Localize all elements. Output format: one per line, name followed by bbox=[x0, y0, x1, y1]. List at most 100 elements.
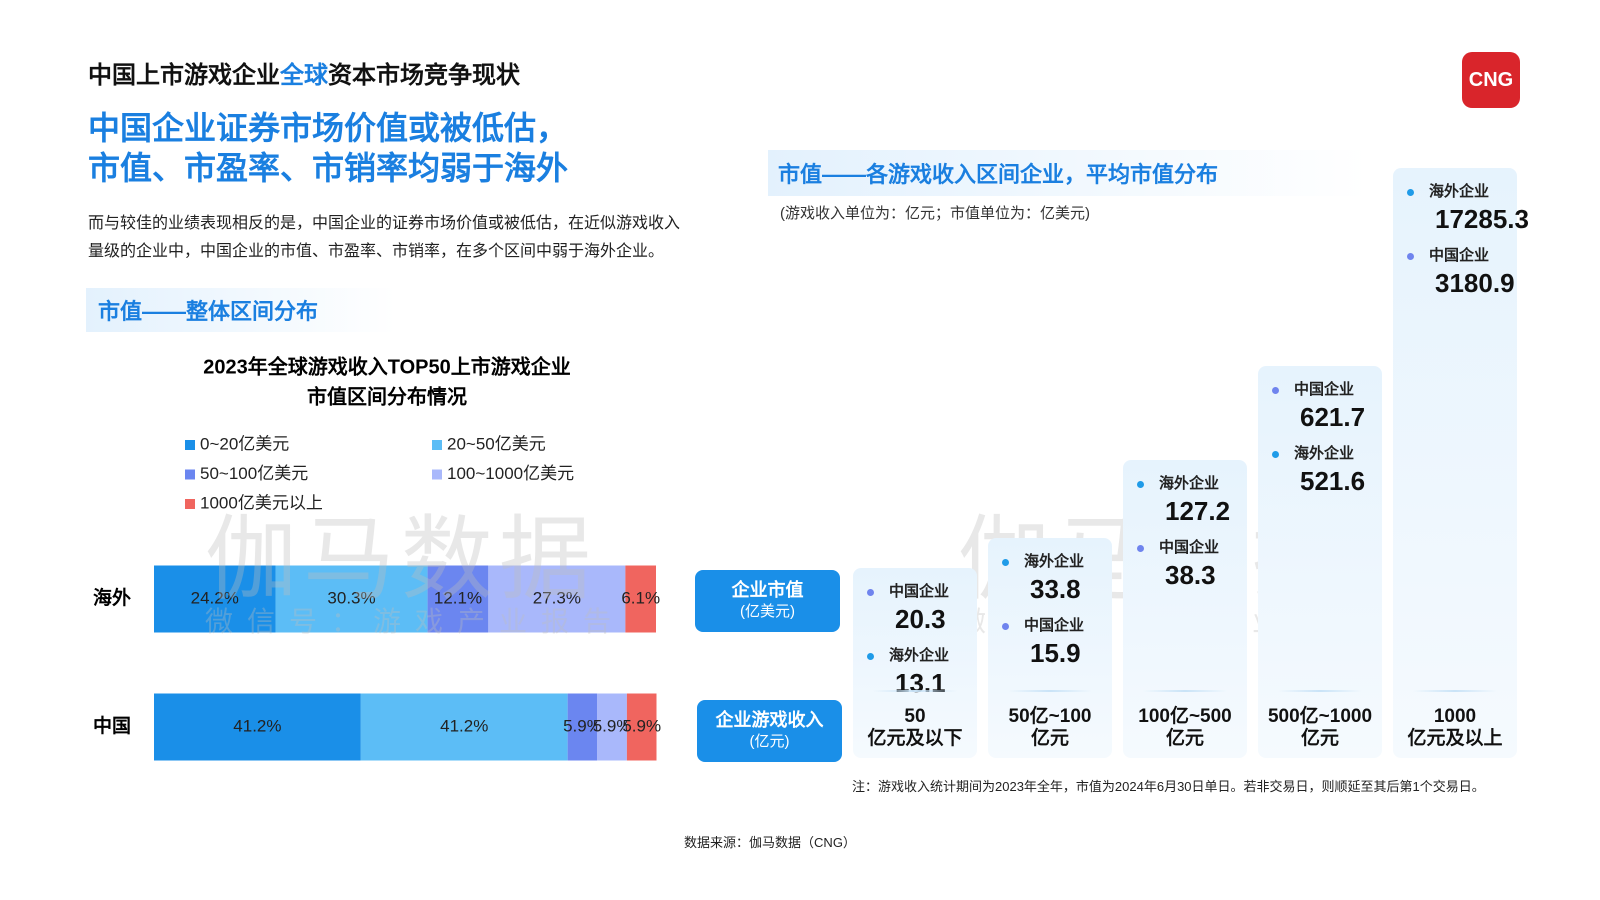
headline-line: 市值、市盈率、市销率均弱于海外 bbox=[88, 150, 569, 186]
card-entry: 海外企业 13.1 bbox=[867, 646, 977, 700]
legend-dot bbox=[1272, 386, 1279, 394]
bar-segment bbox=[154, 565, 276, 633]
card-entry: 海外企业 521.6 bbox=[1272, 444, 1382, 498]
row-title: 企业市值 (亿美元) bbox=[695, 570, 840, 632]
legend-label: 100~1000亿美元 bbox=[447, 464, 574, 483]
card-entry: 中国企业 15.9 bbox=[1002, 616, 1112, 670]
category-label: 100亿~500 亿元 bbox=[1138, 705, 1232, 749]
value-label: 3180.9 bbox=[1435, 268, 1515, 299]
category-label: 50 亿元及以下 bbox=[867, 705, 963, 749]
legend-swatch bbox=[185, 440, 195, 450]
data-label: 12.1% bbox=[434, 588, 482, 607]
value-label: 621.7 bbox=[1300, 401, 1366, 432]
legend-dot bbox=[1002, 623, 1009, 631]
logo: CNG bbox=[1462, 52, 1520, 108]
source: 数据来源：伽马数据（CNG） bbox=[684, 835, 856, 850]
legend-dot bbox=[867, 653, 874, 661]
legend-swatch bbox=[432, 469, 442, 480]
row-title: 企业游戏收入 (亿元) bbox=[697, 700, 842, 762]
headline-line: 中国企业证券市场价值或被低估， bbox=[88, 110, 569, 146]
data-label: 5.9% bbox=[563, 716, 602, 735]
card-entry: 海外企业 17285.3 bbox=[1407, 182, 1529, 236]
bar-segment bbox=[597, 693, 627, 761]
legend-label: 中国企业 bbox=[1024, 617, 1085, 635]
data-label: 6.1% bbox=[621, 588, 660, 607]
row-title-line: (亿美元) bbox=[740, 603, 795, 620]
legend-label: 20~50亿美元 bbox=[447, 434, 546, 453]
data-label: 30.3% bbox=[327, 588, 375, 607]
separator bbox=[873, 689, 957, 692]
bar-segment bbox=[488, 565, 626, 633]
legend-label: 海外企业 bbox=[1294, 444, 1355, 462]
data-label: 24.2% bbox=[191, 588, 239, 607]
section-header: 市值——各游戏收入区间企业，平均市值分布 bbox=[768, 150, 1368, 196]
value-label: 13.1 bbox=[895, 668, 946, 699]
bar-segment bbox=[626, 693, 657, 761]
value-label: 38.3 bbox=[1165, 559, 1216, 590]
legend-dot bbox=[1137, 480, 1144, 488]
page-title: 中国上市游戏企业全球资本市场竞争现状 bbox=[88, 55, 520, 90]
card-entry: 海外企业 33.8 bbox=[1002, 552, 1112, 606]
section-header: 市值——整体区间分布 bbox=[86, 288, 396, 332]
value-label: 33.8 bbox=[1030, 574, 1081, 605]
legend-label: 中国企业 bbox=[1294, 380, 1355, 398]
separator bbox=[1143, 689, 1227, 692]
legend-label: 中国企业 bbox=[889, 583, 950, 601]
legend-dot bbox=[1137, 544, 1144, 552]
data-label: 41.2% bbox=[233, 716, 281, 735]
legend-dot bbox=[1407, 189, 1414, 197]
category-label: 50亿~100 亿元 bbox=[1008, 705, 1092, 749]
card-entry: 中国企业 38.3 bbox=[1137, 538, 1247, 592]
value-label: 20.3 bbox=[895, 604, 946, 635]
legend-label: 海外企业 bbox=[889, 647, 950, 665]
row-title-line: (亿元) bbox=[749, 733, 790, 750]
data-label: 27.3% bbox=[533, 588, 581, 607]
title-part: 中国上市游戏企业 bbox=[88, 62, 280, 89]
card: 海外企业 33.8 中国企业 15.9 50亿~100 亿元 bbox=[988, 538, 1112, 758]
bar-segment bbox=[625, 565, 656, 633]
legend-dot bbox=[1002, 559, 1009, 567]
legend-label: 0~20亿美元 bbox=[200, 434, 289, 453]
row-title-line: 企业市值 bbox=[731, 580, 804, 600]
card: 中国企业 621.7 海外企业 521.6 500亿~1000 亿元 bbox=[1258, 365, 1382, 758]
title-part: 资本市场竞争现状 bbox=[328, 62, 520, 89]
value-label: 17285.3 bbox=[1435, 204, 1529, 235]
bar-segment bbox=[427, 565, 489, 633]
legend-swatch bbox=[432, 440, 442, 450]
value-label: 127.2 bbox=[1165, 495, 1231, 526]
legend-label: 海外企业 bbox=[1024, 553, 1085, 571]
row-title-line: 企业游戏收入 bbox=[715, 710, 824, 730]
separator bbox=[1278, 689, 1362, 692]
watermark: 伽马数据 bbox=[205, 509, 598, 611]
legend-dot bbox=[1407, 253, 1414, 261]
legend-dot bbox=[1272, 450, 1279, 458]
legend-label: 海外企业 bbox=[1159, 474, 1220, 492]
card-entry: 中国企业 20.3 bbox=[867, 582, 977, 636]
card-entry: 海外企业 127.2 bbox=[1137, 474, 1247, 528]
value-label: 521.6 bbox=[1300, 465, 1366, 496]
watermark-sub: 微信号：游戏产业报告 bbox=[205, 606, 626, 637]
headline: 中国企业证券市场价值或被低估， 市值、市盈率、市销率均弱于海外 bbox=[88, 108, 568, 188]
chart-title: 市值区间分布情况 bbox=[307, 384, 467, 408]
data-label: 41.2% bbox=[440, 716, 488, 735]
description: 而与较佳的业绩表现相反的是，中国企业的证券市场价值或被低估，在近似游戏收入 量级… bbox=[88, 210, 680, 266]
legend-swatch bbox=[185, 469, 195, 480]
description-line: 量级的企业中，中国企业的市值、市盈率、市销率，在多个区间中弱于海外企业。 bbox=[88, 243, 665, 260]
bar-segment bbox=[567, 693, 598, 761]
description-line: 而与较佳的业绩表现相反的是，中国企业的证券市场价值或被低估，在近似游戏收入 bbox=[88, 215, 681, 232]
chart-title: 2023年全球游戏收入TOP50上市游戏企业 bbox=[203, 354, 571, 378]
separator bbox=[1008, 689, 1092, 692]
legend-label: 50~100亿美元 bbox=[200, 464, 308, 483]
card-entry: 中国企业 3180.9 bbox=[1407, 246, 1517, 300]
category-label: 500亿~1000 亿元 bbox=[1267, 705, 1373, 749]
legend-label: 中国企业 bbox=[1429, 247, 1490, 265]
separator bbox=[1413, 689, 1497, 692]
card: 海外企业 127.2 中国企业 38.3 100亿~500 亿元 bbox=[1123, 459, 1247, 758]
card: 海外企业 17285.3 中国企业 3180.9 1000 亿元及以上 bbox=[1393, 168, 1529, 758]
card-entry: 中国企业 621.7 bbox=[1272, 380, 1382, 434]
data-label: 5.9% bbox=[622, 716, 661, 735]
footnote: 注：游戏收入统计期间为2023年全年，市值为2024年6月30日单日。若非交易日… bbox=[852, 779, 1485, 794]
data-label: 5.9% bbox=[593, 716, 632, 735]
category-label: 1000 亿元及以上 bbox=[1407, 705, 1503, 749]
